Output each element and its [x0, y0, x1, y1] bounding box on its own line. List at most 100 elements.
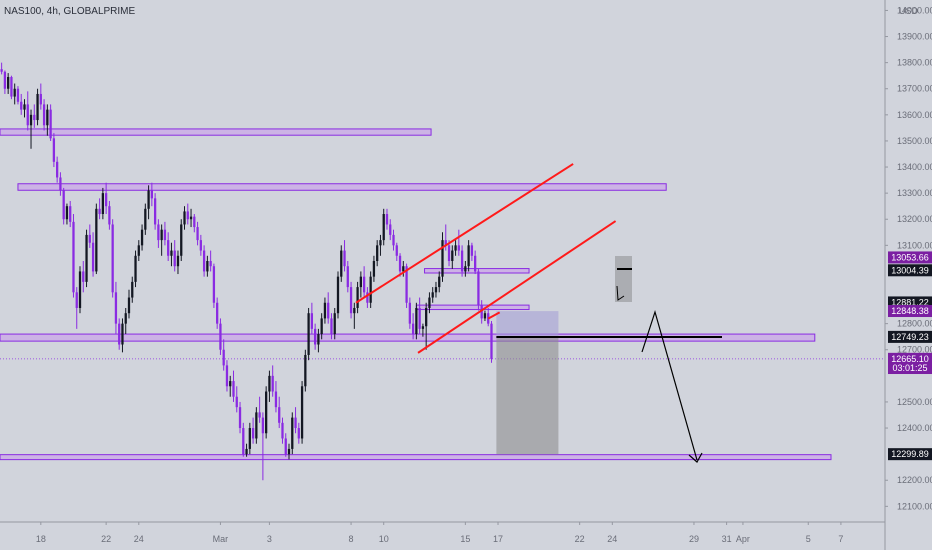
sr-zone	[0, 128, 432, 136]
price-tag	[888, 448, 932, 461]
candle-body	[42, 104, 46, 126]
time-tick-label: 3	[267, 534, 272, 544]
price-tag-label: 13053.66	[891, 252, 929, 262]
candle-body	[7, 76, 10, 89]
candle-body	[261, 417, 265, 434]
time-tick-label: 29	[689, 534, 699, 544]
price-axis[interactable]: 14000.00 13900.00 13800.00 13700.00 13600.00…	[884, 0, 932, 550]
candle-body	[480, 305, 483, 319]
candle-body	[62, 190, 65, 220]
price-tag	[888, 264, 932, 277]
candle-body	[248, 428, 251, 449]
candle-body	[88, 234, 91, 243]
trend-line	[487, 311, 501, 320]
candle-body	[327, 302, 330, 319]
candle-body	[202, 250, 206, 272]
candle-body	[310, 313, 314, 329]
candle-body	[170, 250, 173, 256]
candle-body	[65, 206, 69, 220]
trend-line	[355, 163, 574, 304]
candle-body	[265, 391, 268, 434]
candle-body	[330, 318, 333, 335]
candle-body	[183, 211, 186, 225]
price-tag	[888, 362, 932, 375]
candle-body	[134, 255, 137, 282]
candle-body	[483, 313, 487, 319]
candle-body	[26, 104, 29, 126]
candle-body	[421, 326, 425, 329]
candle-body	[340, 250, 343, 277]
candle-body	[434, 287, 438, 293]
trend-line	[417, 220, 617, 354]
time-axis[interactable]: 18 22 24 Mar 3 8 10 15 17 22 24 29 31 Apr 5 7	[0, 521, 885, 544]
candles	[0, 62, 493, 481]
price-tick-label: 13700.00	[897, 84, 932, 94]
candle-body	[470, 245, 474, 256]
candle-body	[333, 313, 336, 335]
candle-body	[389, 224, 392, 235]
candle-body	[369, 276, 372, 303]
candle-body	[438, 276, 441, 288]
time-tick-label: Apr	[736, 534, 750, 544]
candle-body	[118, 323, 121, 345]
candle-body	[173, 250, 176, 267]
price-tag-label: 12665.10	[891, 354, 929, 364]
candle-body	[411, 323, 415, 335]
candle-body	[385, 214, 389, 225]
candle-body	[304, 354, 307, 387]
price-tag	[888, 352, 932, 365]
channel-lines	[355, 163, 617, 354]
candle-body	[127, 297, 131, 314]
candle-body	[467, 245, 470, 267]
candle-body	[457, 245, 460, 251]
candle-body	[131, 281, 134, 298]
price-tick-label: 13200.00	[897, 214, 932, 224]
candle-body	[307, 313, 310, 355]
candle-body	[16, 88, 20, 102]
candle-body	[108, 206, 111, 225]
candle-body	[157, 224, 160, 241]
candle-body	[222, 349, 225, 366]
candle-body	[52, 138, 56, 162]
candle-body	[153, 198, 157, 225]
candle-body	[104, 193, 108, 207]
candle-body	[229, 381, 232, 387]
candle-body	[69, 206, 72, 222]
candle-body	[124, 313, 127, 324]
stop-loss-zone	[496, 311, 559, 337]
candle-body	[297, 428, 300, 439]
time-tick-label: Mar	[213, 534, 229, 544]
candle-body	[85, 234, 88, 282]
price-tag	[888, 330, 932, 343]
sr-zone	[424, 268, 530, 274]
candle-body	[137, 245, 140, 256]
time-tick-label: 5	[806, 534, 811, 544]
price-tag	[888, 251, 932, 264]
candle-body	[20, 101, 23, 110]
candle-body	[101, 193, 105, 215]
time-tick-label: 22	[575, 534, 585, 544]
candle-body	[235, 396, 238, 408]
currency-label: USD	[899, 6, 919, 16]
candle-body	[425, 307, 428, 327]
candle-body	[232, 381, 235, 397]
zones	[0, 128, 832, 461]
time-tick-label: 18	[36, 534, 46, 544]
price-tick-label: 12100.00	[897, 501, 932, 511]
price-tick-label: 12400.00	[897, 423, 932, 433]
price-tick-label: 12700.00	[897, 345, 932, 355]
candle-body	[212, 266, 216, 303]
candle-body	[402, 266, 405, 272]
candle-body	[372, 261, 376, 277]
candle-body	[255, 412, 258, 439]
price-tag-label: 13004.39	[891, 265, 929, 275]
time-tick-label: 17	[493, 534, 503, 544]
candle-body	[415, 307, 418, 335]
candle-body	[140, 229, 144, 246]
candle-body	[219, 323, 222, 350]
candle-body	[447, 245, 451, 261]
candle-body	[320, 318, 323, 335]
candle-body	[323, 302, 327, 319]
short-position[interactable]	[496, 256, 722, 463]
